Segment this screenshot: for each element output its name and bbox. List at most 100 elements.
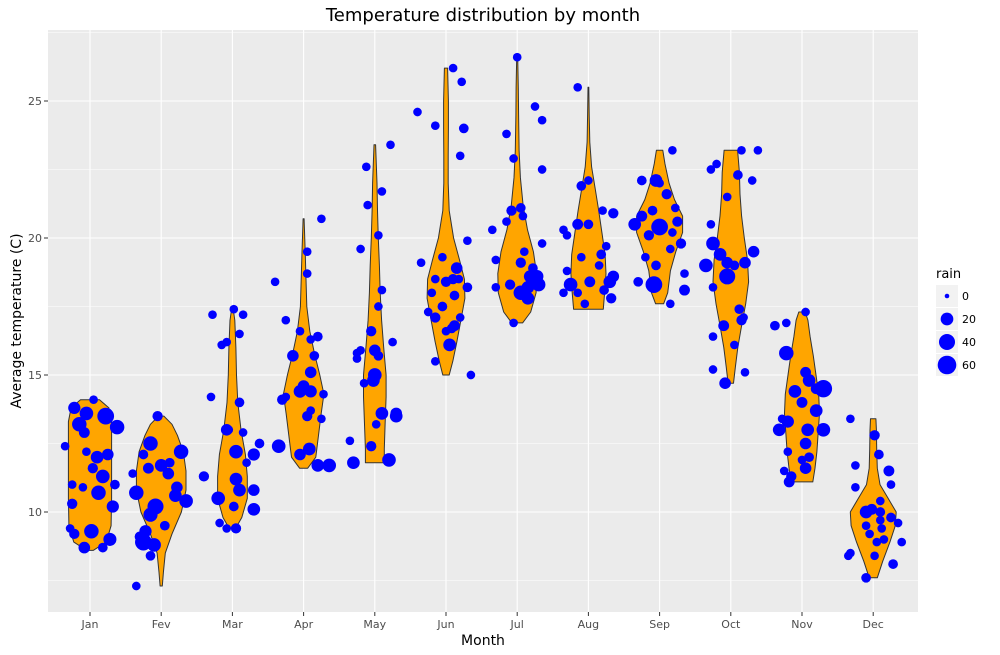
data-point — [317, 414, 326, 424]
data-point — [506, 205, 517, 216]
data-point — [636, 175, 647, 186]
data-point — [877, 524, 887, 533]
data-point — [211, 491, 226, 506]
data-point — [796, 396, 808, 408]
data-point — [601, 241, 611, 251]
data-point — [504, 279, 516, 290]
legend: rain 0 20 40 60 — [936, 267, 976, 376]
data-point — [562, 266, 572, 276]
data-point — [747, 245, 760, 258]
data-point — [208, 310, 217, 320]
data-point — [79, 406, 94, 421]
data-point — [423, 307, 433, 317]
data-point — [883, 465, 895, 477]
data-point — [206, 392, 216, 402]
data-point — [576, 252, 586, 262]
data-point — [147, 538, 161, 552]
data-point — [430, 274, 440, 284]
data-point — [128, 469, 138, 478]
data-point — [247, 502, 261, 516]
data-point — [866, 503, 878, 515]
data-point — [672, 216, 683, 227]
x-tick-label: May — [363, 618, 386, 631]
data-point — [645, 276, 663, 293]
data-point — [416, 258, 426, 268]
data-point — [515, 257, 526, 268]
data-point — [747, 176, 757, 185]
data-point — [875, 515, 885, 525]
data-point — [87, 463, 98, 474]
data-point — [799, 462, 812, 475]
data-point — [377, 285, 387, 295]
x-tick-label: Oct — [721, 618, 741, 631]
data-point — [661, 189, 672, 200]
data-point — [869, 430, 880, 441]
data-point — [537, 239, 547, 248]
x-tick-label: Jun — [436, 618, 454, 631]
data-point — [386, 140, 395, 150]
data-point — [103, 532, 117, 546]
data-point — [302, 269, 312, 278]
data-point — [441, 326, 451, 336]
x-tick-label: Mar — [222, 618, 243, 631]
data-point — [164, 457, 175, 468]
data-point — [222, 337, 232, 347]
data-point — [254, 438, 265, 449]
data-point — [374, 302, 383, 311]
data-point — [729, 260, 740, 271]
data-point — [519, 247, 529, 257]
data-point — [352, 354, 362, 363]
data-point — [596, 249, 607, 260]
data-point — [367, 374, 380, 387]
data-point — [145, 550, 156, 561]
data-point — [799, 437, 812, 450]
data-point — [366, 441, 377, 452]
data-point — [427, 288, 437, 298]
data-point — [271, 439, 286, 454]
data-point — [309, 350, 320, 361]
x-tick-label: Jul — [510, 618, 524, 631]
y-axis-ticks: 10 15 20 25 — [28, 95, 48, 519]
y-tick-label: 25 — [28, 95, 42, 108]
data-point — [106, 500, 119, 513]
data-point — [606, 293, 617, 304]
data-point — [347, 456, 360, 470]
data-point — [518, 211, 528, 221]
data-point — [655, 178, 664, 188]
data-point — [67, 480, 77, 489]
data-point — [366, 326, 377, 337]
data-point — [599, 285, 609, 295]
data-point — [302, 247, 312, 257]
data-point — [91, 485, 106, 501]
data-point — [437, 301, 448, 312]
data-point — [733, 170, 743, 180]
data-point — [893, 518, 903, 528]
data-point — [345, 436, 355, 446]
data-point — [594, 261, 604, 270]
data-point — [131, 581, 141, 591]
data-point — [78, 482, 88, 492]
data-point — [572, 218, 584, 230]
data-point — [809, 404, 823, 417]
data-points — [60, 52, 907, 591]
data-point — [491, 282, 501, 292]
data-point — [89, 395, 98, 405]
data-point — [169, 489, 182, 502]
data-point — [651, 218, 668, 236]
data-point — [413, 107, 422, 117]
data-point — [222, 524, 232, 533]
data-point — [739, 256, 751, 269]
data-point — [138, 449, 149, 460]
data-point — [448, 63, 458, 73]
x-tick-label: Nov — [791, 618, 813, 631]
data-point — [528, 263, 538, 273]
data-point — [643, 230, 655, 241]
data-point — [322, 458, 337, 473]
data-point — [573, 288, 583, 298]
data-point — [737, 145, 746, 155]
data-point — [270, 277, 280, 287]
data-point — [430, 356, 440, 366]
data-point — [502, 217, 511, 226]
data-point — [198, 471, 210, 482]
data-point — [302, 442, 316, 456]
